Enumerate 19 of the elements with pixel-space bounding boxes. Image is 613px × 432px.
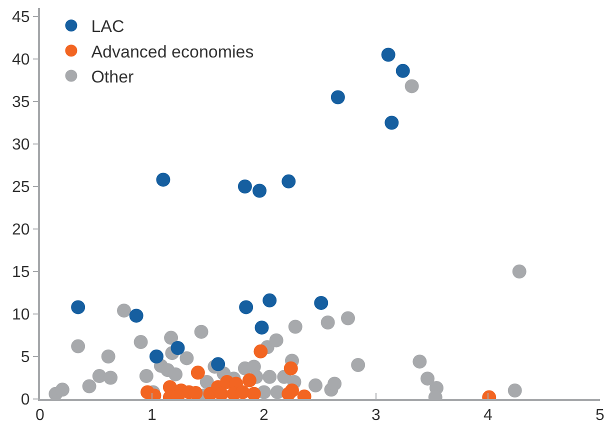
x-tick-label: 3 bbox=[372, 407, 381, 424]
y-tick-label: 5 bbox=[20, 349, 30, 366]
y-tick-label: 0 bbox=[20, 392, 30, 409]
y-tick-label: 20 bbox=[12, 222, 30, 239]
y-tick-label: 15 bbox=[12, 264, 30, 282]
y-tick-label: 10 bbox=[12, 306, 30, 324]
legend-label: Other bbox=[91, 67, 134, 86]
legend-label: LAC bbox=[91, 17, 124, 36]
x-tick-label: 4 bbox=[484, 407, 493, 424]
y-tick-label: 40 bbox=[12, 52, 30, 69]
x-tick-label: 1 bbox=[148, 407, 157, 424]
y-tick-label: 25 bbox=[12, 179, 30, 196]
x-tick-label: 0 bbox=[36, 407, 45, 424]
x-tick-label: 2 bbox=[260, 407, 269, 424]
legend-label: Advanced economies bbox=[91, 42, 254, 62]
y-tick-label: 35 bbox=[12, 94, 30, 112]
y-tick-label: 30 bbox=[12, 136, 30, 154]
y-tick-label: 45 bbox=[12, 9, 30, 26]
x-tick-label: 5 bbox=[596, 407, 605, 424]
